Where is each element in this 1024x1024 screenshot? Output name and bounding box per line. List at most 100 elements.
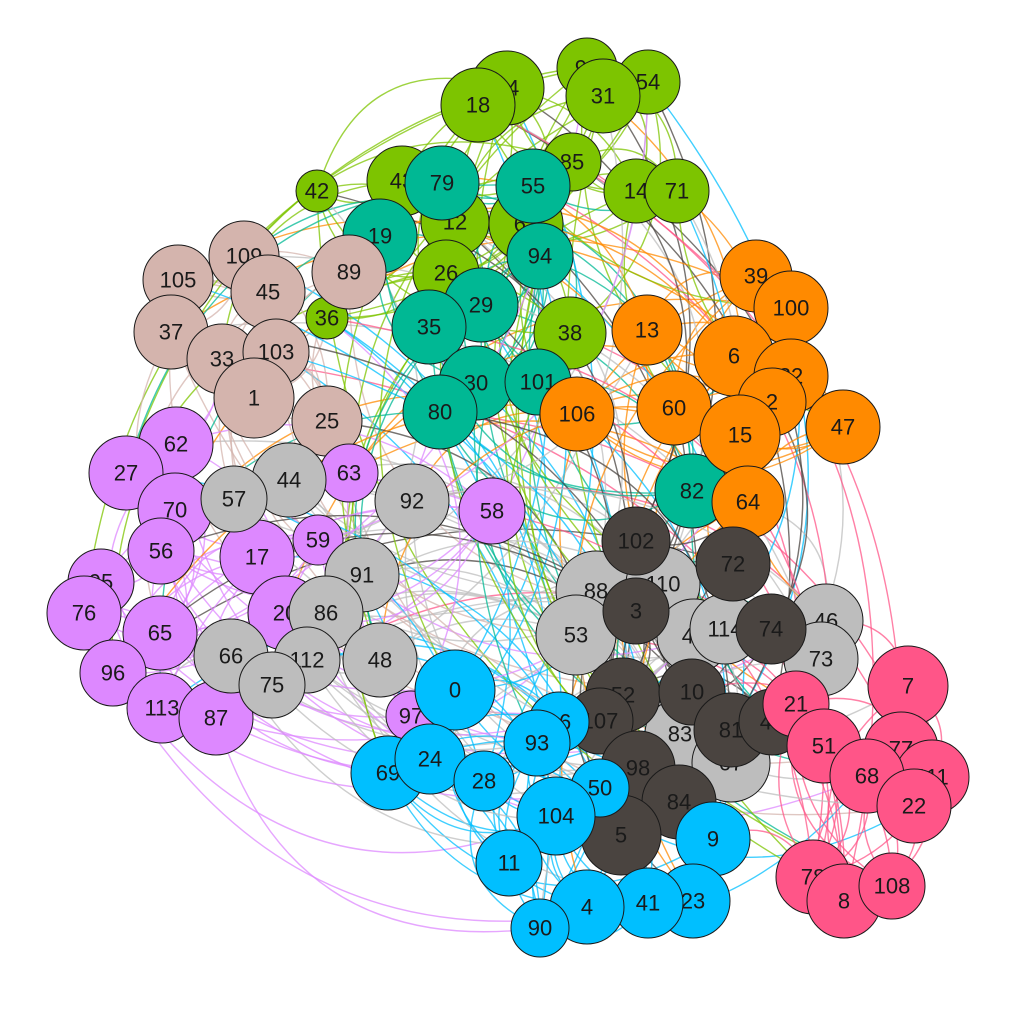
node-label: 94	[528, 244, 552, 269]
node-label: 62	[164, 432, 188, 457]
node-label: 113	[144, 696, 179, 721]
node-label: 89	[337, 260, 361, 285]
graph-edge	[569, 81, 662, 334]
node-label: 60	[662, 396, 686, 421]
node-label: 108	[874, 874, 911, 899]
node-label: 9	[707, 827, 719, 852]
graph-node-94: 94	[506, 222, 574, 290]
node-label: 3	[630, 599, 642, 624]
node-circle	[238, 651, 306, 719]
node-label: 79	[430, 171, 454, 196]
node-label: 15	[728, 423, 752, 448]
graph-node-44: 44	[251, 442, 327, 518]
graph-node-64: 64	[711, 465, 785, 539]
node-label: 104	[538, 804, 575, 829]
node-circle	[611, 294, 683, 366]
graph-node-18: 18	[440, 67, 516, 143]
node-circle	[695, 526, 771, 602]
node-circle	[805, 389, 881, 465]
graph-node-80: 80	[402, 374, 478, 450]
graph-node-24: 24	[394, 723, 466, 795]
node-circle	[516, 776, 596, 856]
node-label: 27	[114, 461, 138, 486]
node-circle	[453, 750, 515, 812]
node-label: 45	[256, 280, 280, 305]
graph-node-74: 74	[735, 593, 807, 665]
graph-edge	[439, 411, 693, 521]
node-circle	[122, 595, 198, 671]
node-label: 48	[368, 648, 392, 673]
node-label: 53	[564, 623, 588, 648]
graph-node-63: 63	[319, 443, 379, 503]
node-label: 80	[428, 400, 452, 425]
node-label: 58	[480, 499, 504, 524]
node-label: 63	[337, 461, 361, 486]
node-label: 68	[855, 764, 879, 789]
node-circle	[391, 289, 467, 365]
graph-node-56: 56	[127, 517, 195, 585]
node-circle	[602, 577, 670, 645]
node-label: 96	[101, 661, 125, 686]
graph-node-71: 71	[644, 158, 710, 224]
node-label: 38	[558, 321, 582, 346]
node-label: 65	[148, 621, 172, 646]
graph-node-22: 22	[876, 768, 952, 844]
node-circle	[601, 506, 671, 576]
node-label: 92	[400, 489, 424, 514]
node-label: 8	[838, 889, 850, 914]
node-circle	[440, 67, 516, 143]
graph-node-11: 11	[475, 829, 543, 897]
graph-node-0: 0	[414, 649, 496, 731]
node-circle	[342, 622, 418, 698]
node-label: 74	[759, 617, 783, 642]
node-label: 35	[417, 315, 441, 340]
node-label: 50	[588, 776, 612, 801]
node-label: 17	[245, 545, 269, 570]
node-label: 41	[636, 891, 660, 916]
node-circle	[79, 639, 147, 707]
node-label: 6	[728, 344, 740, 369]
node-circle	[311, 234, 387, 310]
node-label: 76	[72, 601, 96, 626]
node-layer: 9954341831854342147112612636387955199429…	[46, 37, 970, 958]
graph-node-92: 92	[374, 463, 450, 539]
node-label: 42	[305, 179, 329, 204]
node-label: 5	[615, 823, 627, 848]
graph-node-65: 65	[122, 595, 198, 671]
node-label: 51	[812, 734, 836, 759]
node-circle	[213, 357, 295, 439]
graph-node-55: 55	[495, 148, 571, 224]
node-circle	[458, 477, 526, 545]
graph-edge	[112, 403, 741, 674]
node-label: 106	[559, 402, 596, 427]
node-label: 11	[498, 851, 521, 876]
node-circle	[127, 517, 195, 585]
graph-node-1: 1	[213, 357, 295, 439]
graph-node-106: 106	[539, 376, 615, 452]
node-circle	[510, 898, 570, 958]
node-label: 18	[466, 93, 490, 118]
node-label: 56	[149, 539, 173, 564]
node-label: 14	[624, 179, 648, 204]
node-label: 13	[635, 318, 659, 343]
node-label: 105	[160, 268, 197, 293]
graph-node-25: 25	[291, 385, 363, 457]
graph-node-28: 28	[453, 750, 515, 812]
node-label: 29	[469, 293, 493, 318]
node-circle	[292, 514, 344, 566]
graph-node-13: 13	[611, 294, 683, 366]
node-label: 91	[350, 563, 374, 588]
graph-node-45: 45	[230, 254, 306, 330]
node-label: 37	[159, 320, 183, 345]
node-circle	[644, 158, 710, 224]
graph-node-7: 7	[867, 645, 949, 727]
node-label: 23	[681, 889, 705, 914]
graph-node-75: 75	[238, 651, 306, 719]
graph-node-87: 87	[178, 680, 254, 756]
graph-node-93: 93	[503, 709, 571, 777]
node-label: 72	[721, 552, 745, 577]
graph-edge	[215, 717, 541, 933]
node-label: 98	[626, 756, 650, 781]
node-label: 44	[277, 468, 301, 493]
node-label: 1	[248, 386, 260, 411]
